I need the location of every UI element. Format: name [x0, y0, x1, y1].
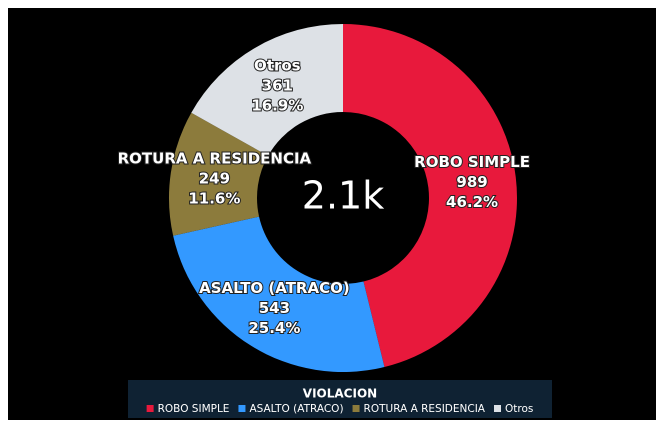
slice: [173, 216, 385, 372]
slice: [169, 112, 269, 236]
slice-value-label: 543: [259, 299, 290, 317]
slice: [343, 24, 518, 367]
slice-category-label: ROBO SIMPLE: [414, 153, 530, 171]
slice-category-label: Otros: [254, 56, 301, 74]
legend-label: ASALTO (ATRACO): [249, 403, 343, 415]
slice-percent-label: 46.2%: [446, 193, 498, 211]
legend-label: Otros: [505, 403, 533, 415]
legend-label: ROBO SIMPLE: [158, 403, 230, 415]
slice-percent-label: 25.4%: [248, 319, 300, 337]
legend-swatch: [352, 405, 360, 412]
legend-label: ROTURA A RESIDENCIA: [364, 403, 486, 415]
legend-swatch: [146, 405, 154, 412]
legend-swatch: [494, 405, 501, 412]
slice-percent-label: 16.9%: [251, 96, 303, 114]
legend: ROBO SIMPLE ASALTO (ATRACO) ROTURA A RESID…: [146, 403, 533, 415]
legend-swatch: [238, 405, 246, 412]
slice-category-label: ASALTO (ATRACO): [199, 279, 350, 297]
slice-value-label: 989: [456, 173, 487, 191]
center-label: 2.1k: [302, 174, 384, 218]
legend-box: [128, 380, 552, 418]
legend-title: VIOLACION: [303, 387, 377, 401]
slice-value-label: 361: [262, 76, 293, 94]
slice-percent-label: 11.6%: [188, 190, 240, 208]
slice-value-label: 249: [199, 170, 230, 188]
slice: [191, 23, 343, 156]
slice-category-label: ROTURA A RESIDENCIA: [118, 150, 312, 168]
